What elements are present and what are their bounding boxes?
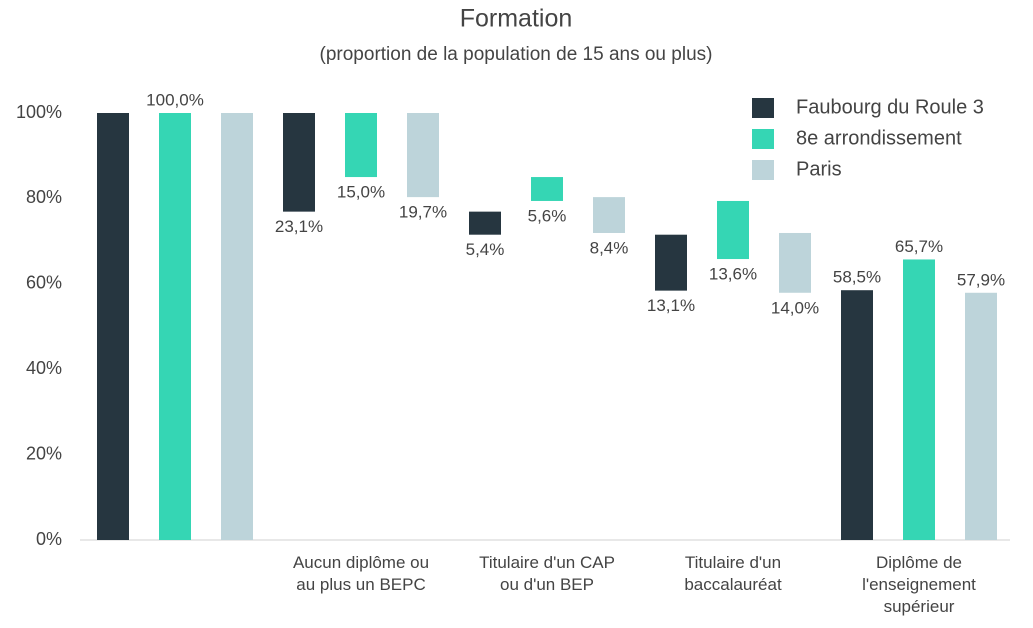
x-tick-label: Diplôme de l'enseignement supérieur <box>862 553 976 616</box>
y-tick-label: 40% <box>26 358 62 378</box>
bar <box>407 113 439 198</box>
legend-label: Paris <box>796 158 842 180</box>
data-label: 14,0% <box>771 298 819 317</box>
x-tick-label: Titulaire d'un CAP ou d'un BEP <box>479 553 615 594</box>
y-tick-label: 0% <box>36 529 62 549</box>
bar <box>345 113 377 178</box>
y-tick-label: 20% <box>26 443 62 463</box>
data-label: 100,0% <box>146 90 204 109</box>
legend-swatch <box>752 98 774 118</box>
chart-title: Formation <box>460 5 573 33</box>
legend-swatch <box>752 160 774 180</box>
bar <box>283 113 315 212</box>
chart-subtitle: (proportion de la population de 15 ans o… <box>320 44 713 65</box>
data-label: 15,0% <box>337 183 385 202</box>
bar <box>841 290 873 540</box>
data-label: 13,6% <box>709 265 757 284</box>
data-label: 13,1% <box>647 296 695 315</box>
bar <box>717 200 749 260</box>
bar <box>221 113 253 540</box>
y-tick-label: 60% <box>26 273 62 293</box>
y-tick-label: 100% <box>16 102 62 122</box>
data-label: 5,6% <box>528 206 567 225</box>
legend-swatch <box>752 129 774 149</box>
legend-label: 8e arrondissement <box>796 127 962 149</box>
bar <box>159 113 191 540</box>
x-tick-label: Titulaire d'un baccalauréat <box>684 553 782 594</box>
data-label: 58,5% <box>833 268 881 287</box>
bar <box>97 113 129 540</box>
data-label: 65,7% <box>895 237 943 256</box>
x-tick-label: Aucun diplôme ou au plus un BEPC <box>292 553 430 594</box>
bar <box>469 211 501 235</box>
data-label: 8,4% <box>590 238 629 257</box>
bar <box>965 292 997 540</box>
data-label: 23,1% <box>275 217 323 236</box>
bar <box>593 197 625 233</box>
bar <box>655 234 687 291</box>
bar <box>903 259 935 540</box>
data-label: 19,7% <box>399 203 447 222</box>
y-tick-label: 80% <box>26 187 62 207</box>
bar <box>531 177 563 201</box>
data-label: 57,9% <box>957 270 1005 289</box>
legend-label: Faubourg du Roule 3 <box>796 96 984 118</box>
data-label: 5,4% <box>466 240 505 259</box>
bar <box>779 232 811 293</box>
